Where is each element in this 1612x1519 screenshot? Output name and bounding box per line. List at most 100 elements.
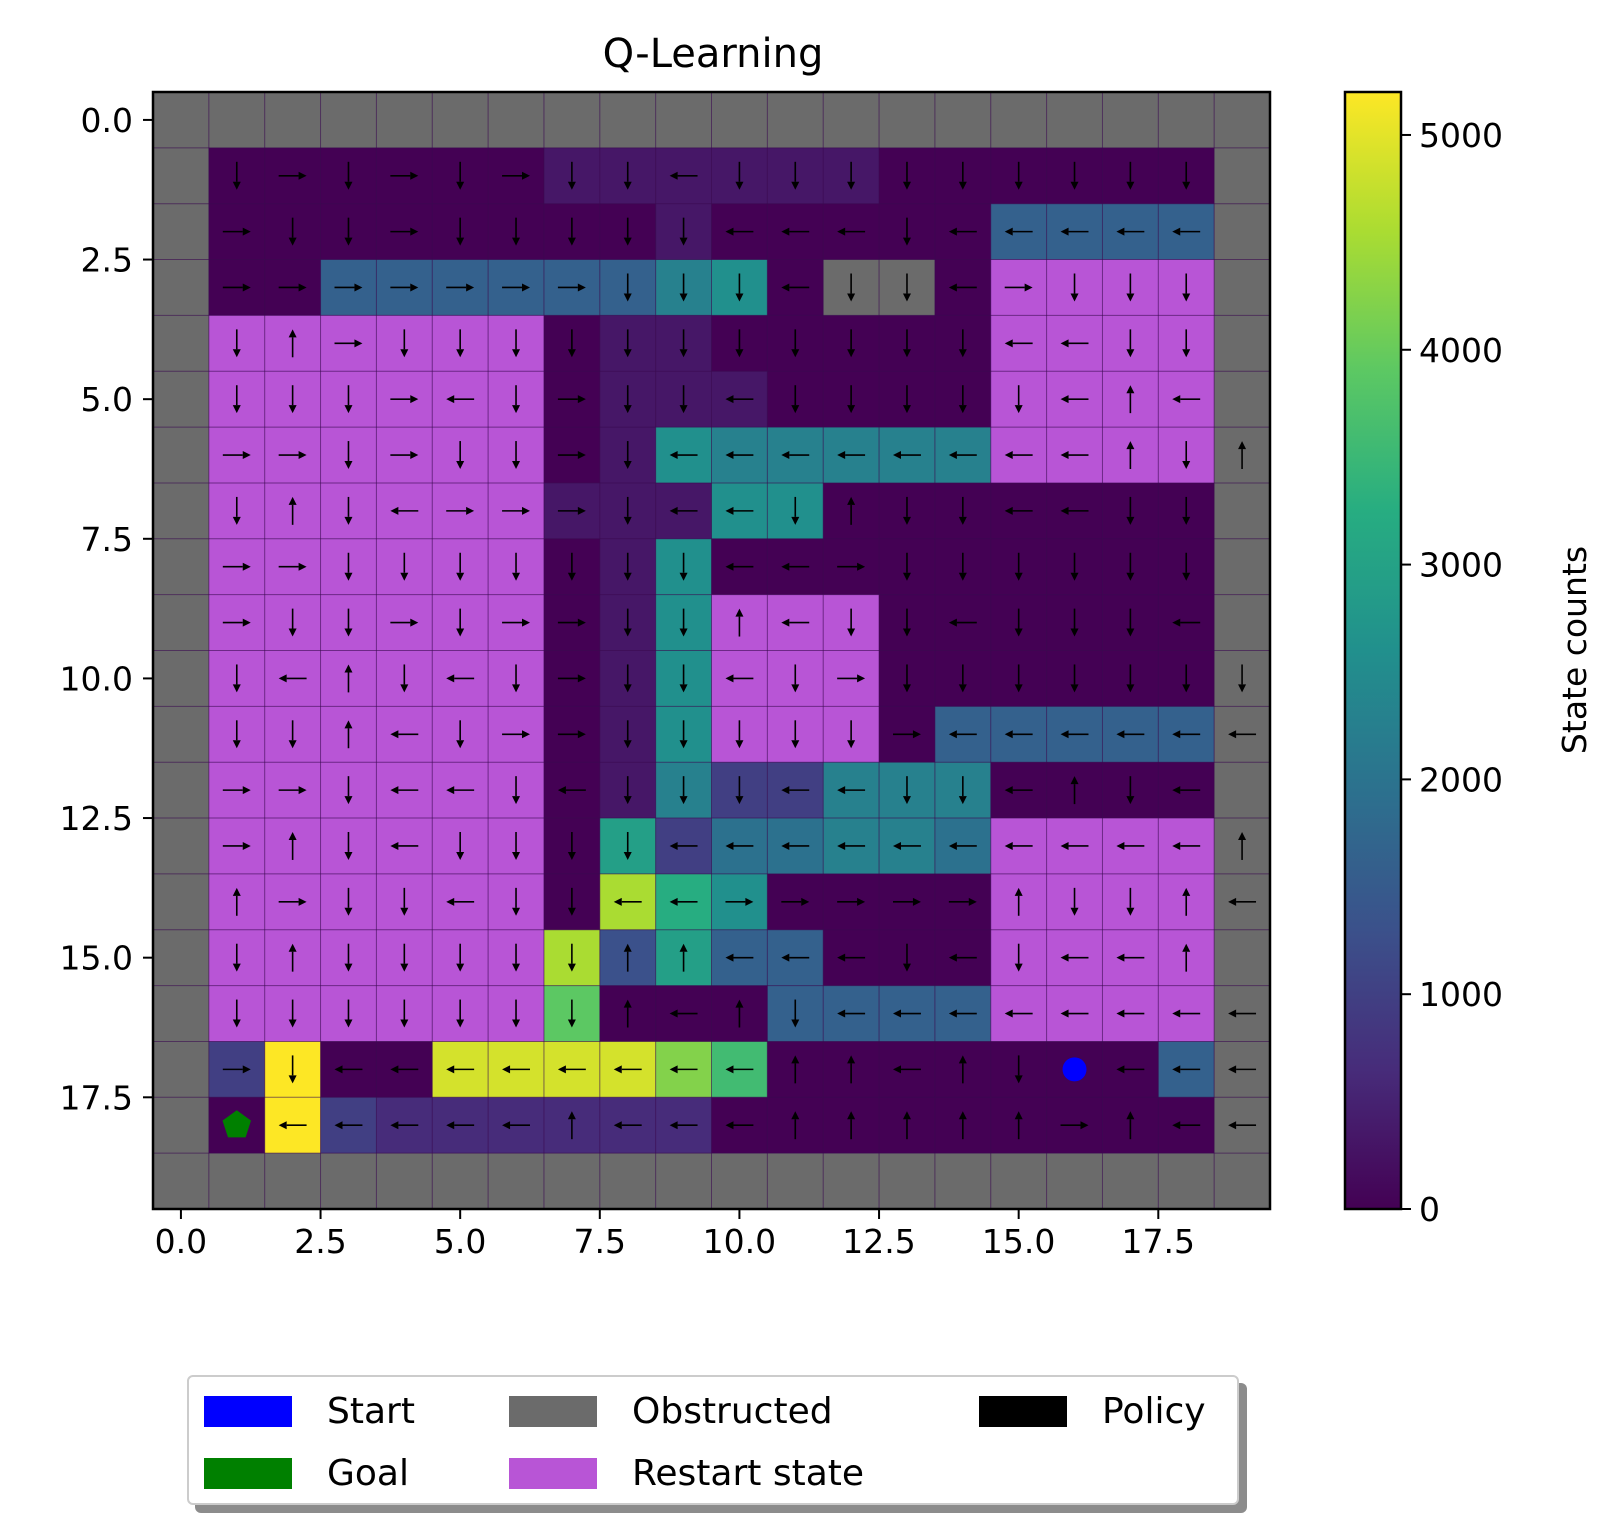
policy-arrow xyxy=(948,283,977,292)
policy-arrow-head xyxy=(344,664,353,673)
policy-arrow-head xyxy=(1014,628,1023,637)
policy-arrow-head xyxy=(837,786,846,795)
policy-arrow xyxy=(1060,841,1089,850)
policy-arrow-head xyxy=(1060,506,1069,515)
policy-arrow xyxy=(781,451,810,460)
plot-frame xyxy=(151,90,1272,1211)
policy-arrow-head xyxy=(725,451,734,460)
policy-arrow xyxy=(557,1065,586,1074)
policy-arrow-head xyxy=(456,572,465,581)
policy-arrow xyxy=(1182,329,1191,358)
policy-arrow xyxy=(1060,506,1089,515)
policy-arrow-head xyxy=(958,684,967,693)
legend-item-goal: Goal xyxy=(204,1453,409,1494)
policy-arrow-head xyxy=(912,897,921,906)
policy-arrow xyxy=(390,283,419,292)
policy-arrow-head xyxy=(344,963,353,972)
policy-arrow-head xyxy=(791,1019,800,1028)
colorbar-tick-label: 0 xyxy=(1419,1190,1440,1229)
policy-arrow xyxy=(1126,608,1135,637)
policy-arrow xyxy=(456,832,465,860)
policy-arrow-head xyxy=(623,851,632,860)
policy-arrow-head xyxy=(669,897,678,906)
policy-arrow xyxy=(791,999,800,1028)
policy-arrow-head xyxy=(344,460,353,469)
policy-arrow-head xyxy=(1116,841,1125,850)
policy-arrow xyxy=(344,385,353,414)
policy-arrow xyxy=(1126,887,1135,916)
policy-arrow xyxy=(679,608,688,637)
policy-arrow xyxy=(344,999,353,1028)
policy-arrow-head xyxy=(1126,293,1135,302)
policy-arrow-head xyxy=(344,516,353,525)
policy-arrow xyxy=(1172,1009,1201,1018)
policy-arrow xyxy=(390,786,419,795)
policy-arrow-head xyxy=(232,684,241,693)
policy-arrow-head xyxy=(390,841,399,850)
policy-arrow-head xyxy=(390,730,399,739)
policy-arrow-head xyxy=(893,1009,902,1018)
policy-arrow xyxy=(902,496,911,525)
policy-arrow xyxy=(557,618,586,627)
policy-arrow xyxy=(1116,953,1145,962)
policy-arrow xyxy=(446,786,475,795)
policy-arrow-head xyxy=(837,841,846,850)
policy-arrow-head xyxy=(1172,1121,1181,1130)
policy-arrow-head xyxy=(1024,283,1033,292)
policy-arrow xyxy=(1004,506,1033,515)
legend-item-start: Start xyxy=(204,1391,415,1432)
grid-cell xyxy=(153,371,210,428)
policy-arrow-head xyxy=(847,740,856,749)
grid-cell xyxy=(990,92,1048,149)
policy-arrow xyxy=(837,562,866,571)
policy-arrow xyxy=(446,283,475,292)
grid-cell xyxy=(655,1153,713,1210)
goal-marker xyxy=(222,1110,251,1138)
policy-arrow-head xyxy=(958,349,967,358)
policy-arrow xyxy=(1182,552,1191,581)
policy-arrow xyxy=(288,832,297,860)
policy-arrow xyxy=(512,329,521,358)
policy-arrow-head xyxy=(334,1065,343,1074)
policy-arrow-head xyxy=(446,897,455,906)
policy-arrow-head xyxy=(567,1019,576,1028)
policy-arrow xyxy=(1238,664,1247,693)
grid-cell xyxy=(1214,92,1271,149)
policy-arrow xyxy=(847,720,856,749)
policy-arrow xyxy=(623,943,632,972)
policy-arrow xyxy=(502,618,530,627)
policy-arrow xyxy=(669,506,698,515)
policy-arrow xyxy=(344,161,353,190)
policy-arrow xyxy=(512,441,521,469)
policy-arrow xyxy=(446,395,475,404)
policy-arrow xyxy=(278,674,307,683)
policy-arrow xyxy=(344,217,353,246)
policy-arrow xyxy=(1126,496,1135,525)
policy-arrow-head xyxy=(902,963,911,972)
colorbar-tick-label: 3000 xyxy=(1419,546,1503,585)
policy-arrow xyxy=(791,496,800,525)
policy-arrow xyxy=(791,664,800,693)
policy-arrow-head xyxy=(1172,786,1181,795)
policy-arrow-head xyxy=(1070,907,1079,916)
policy-arrow xyxy=(232,664,241,693)
policy-arrow-head xyxy=(781,451,790,460)
policy-arrow-head xyxy=(1238,832,1247,841)
policy-arrow-head xyxy=(948,953,957,962)
policy-arrow-head xyxy=(1126,1111,1135,1120)
policy-arrow-head xyxy=(1228,1121,1237,1130)
policy-arrow-head xyxy=(623,237,632,246)
policy-arrow-head xyxy=(446,786,455,795)
policy-arrow xyxy=(1070,887,1079,916)
policy-arrow-head xyxy=(1060,1009,1069,1018)
policy-arrow-head xyxy=(344,796,353,805)
policy-arrow xyxy=(390,171,419,180)
policy-arrow xyxy=(502,171,530,180)
policy-arrow xyxy=(623,441,632,469)
policy-arrow-head xyxy=(232,516,241,525)
policy-arrow xyxy=(948,730,977,739)
policy-arrow-head xyxy=(344,720,353,729)
policy-arrow-head xyxy=(232,405,241,414)
policy-arrow-head xyxy=(1070,684,1079,693)
